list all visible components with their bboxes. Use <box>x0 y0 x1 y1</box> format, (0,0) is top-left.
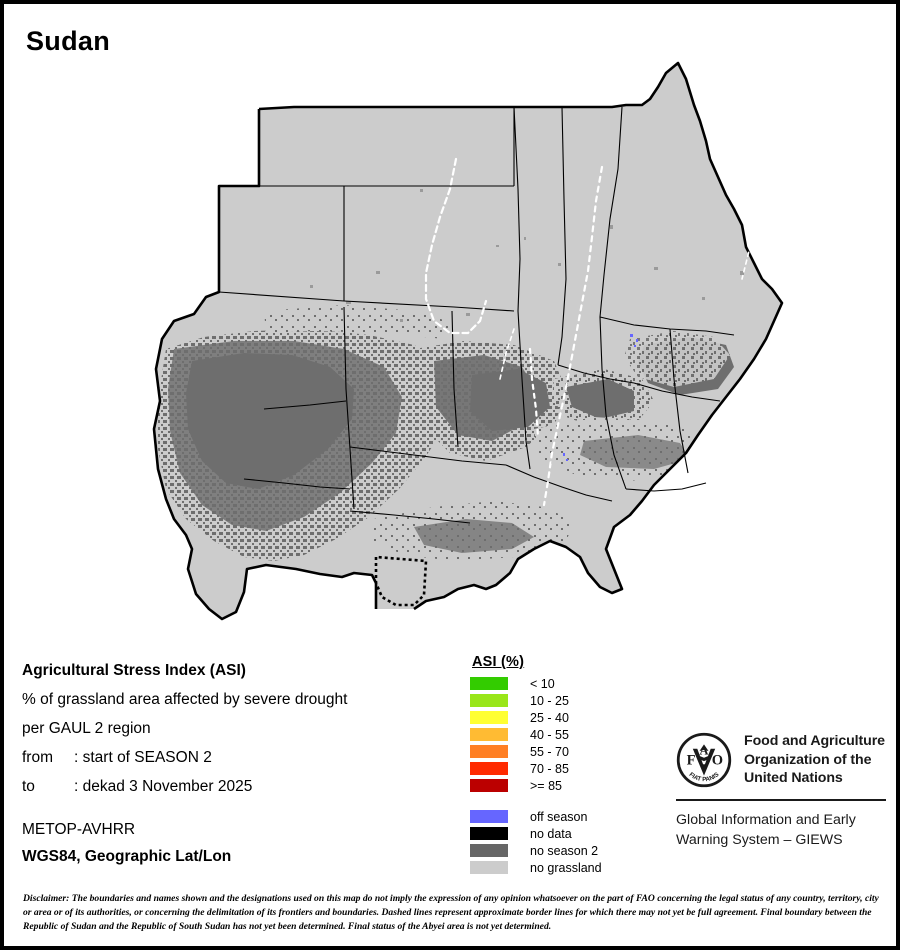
period-to-value: : dekad 3 November 2025 <box>74 778 253 795</box>
fao-org-line-2: Organization of the <box>744 751 872 768</box>
legend-item[interactable]: 25 - 40 <box>470 709 660 726</box>
legend-title: ASI (%) <box>472 654 525 670</box>
off-season-pixels <box>563 334 638 461</box>
legend-item[interactable]: 10 - 25 <box>470 692 660 709</box>
legend-item[interactable]: 40 - 55 <box>470 726 660 743</box>
period-to-row: to : dekad 3 November 2025 <box>22 772 462 801</box>
no-season-2-grassland-layer <box>158 189 744 561</box>
map-canvas[interactable] <box>114 49 814 639</box>
period-from-label: from <box>22 749 53 766</box>
legend-label-ge85: >= 85 <box>530 778 562 793</box>
page-title: Sudan <box>26 26 111 56</box>
fao-header: F A O FIAT PANIS Food and Agriculture Or… <box>676 732 888 788</box>
legend-item[interactable]: >= 85 <box>470 777 660 794</box>
giews-name: Global Information and Early Warning Sys… <box>676 810 888 850</box>
period-from-row: from : start of SEASON 2 <box>22 743 462 772</box>
fao-org-line-1: Food and Agriculture <box>744 733 885 749</box>
legend-item[interactable]: no data <box>470 825 660 842</box>
projection-label: WGS84, Geographic Lat/Lon <box>22 848 232 865</box>
legend-swatch-10-25 <box>470 694 508 707</box>
legend-item[interactable]: no grassland <box>470 859 660 876</box>
fao-logo-icon: F A O FIAT PANIS <box>676 732 732 788</box>
source-info: METOP-AVHRR WGS84, Geographic Lat/Lon <box>22 816 462 870</box>
legend-swatch-no-season-2 <box>470 844 508 857</box>
legend-label-70-85: 70 - 85 <box>530 761 569 776</box>
svg-text:O: O <box>712 752 723 768</box>
sensor-label: METOP-AVHRR <box>22 821 136 838</box>
map-description: Agricultural Stress Index (ASI) % of gra… <box>22 656 462 801</box>
legend-label-no-grassland: no grassland <box>530 860 602 875</box>
legend-label-no-season-2: no season 2 <box>530 843 599 858</box>
legend-swatch-70-85 <box>470 762 508 775</box>
period-to-label: to <box>22 778 35 795</box>
legend-label-25-40: 25 - 40 <box>530 710 569 725</box>
asi-subtitle-2: per GAUL 2 region <box>22 720 151 737</box>
asi-subtitle-1: % of grassland area affected by severe d… <box>22 691 348 708</box>
svg-text:A: A <box>700 743 709 757</box>
legend-swatch-40-55 <box>470 728 508 741</box>
legend-label-55-70: 55 - 70 <box>530 744 569 759</box>
asi-heading: Agricultural Stress Index (ASI) <box>22 662 246 679</box>
fao-org-name: Food and Agriculture Organization of the… <box>744 732 885 788</box>
legend-swatch-no-data <box>470 827 508 840</box>
svg-text:FIAT PANIS: FIAT PANIS <box>688 771 721 783</box>
fao-branding: F A O FIAT PANIS Food and Agriculture Or… <box>676 732 888 850</box>
river-lines <box>424 157 755 507</box>
legend-label-lt10: < 10 <box>530 676 555 691</box>
legend-item[interactable]: 70 - 85 <box>470 760 660 777</box>
legend-item[interactable]: off season <box>470 808 660 825</box>
legend-swatch-55-70 <box>470 745 508 758</box>
legend-spacer <box>470 794 660 808</box>
disclaimer-text: Disclaimer: The boundaries and names sho… <box>23 893 879 933</box>
fao-divider <box>676 799 886 801</box>
abyei-approximate-boundary <box>374 555 428 607</box>
legend-label-40-55: 40 - 55 <box>530 727 569 742</box>
giews-line-2: Warning System – GIEWS <box>676 832 843 848</box>
admin-boundaries <box>218 106 735 524</box>
legend-swatch-no-grassland <box>470 861 508 874</box>
national-boundary <box>152 61 784 621</box>
legend-swatch-25-40 <box>470 711 508 724</box>
fao-org-line-3: United Nations <box>744 770 843 786</box>
legend-item[interactable]: 55 - 70 <box>470 743 660 760</box>
legend-swatch-ge85 <box>470 779 508 792</box>
svg-text:F: F <box>687 752 696 768</box>
legend-label-off-season: off season <box>530 809 588 824</box>
sudan-map-svg[interactable] <box>114 49 814 639</box>
legend-label-10-25: 10 - 25 <box>530 693 569 708</box>
legend-label-no-data: no data <box>530 826 572 841</box>
legend-swatch-lt10 <box>470 677 508 690</box>
legend-item[interactable]: no season 2 <box>470 842 660 859</box>
legend-item[interactable]: < 10 <box>470 675 660 692</box>
legend-swatch-off-season <box>470 810 508 823</box>
period-from-value: : start of SEASON 2 <box>74 749 212 766</box>
giews-line-1: Global Information and Early <box>676 812 856 828</box>
legend: ASI (%) < 10 10 - 25 25 - 40 40 - 55 55 … <box>470 654 660 876</box>
fao-motto: FIAT PANIS <box>688 771 721 783</box>
